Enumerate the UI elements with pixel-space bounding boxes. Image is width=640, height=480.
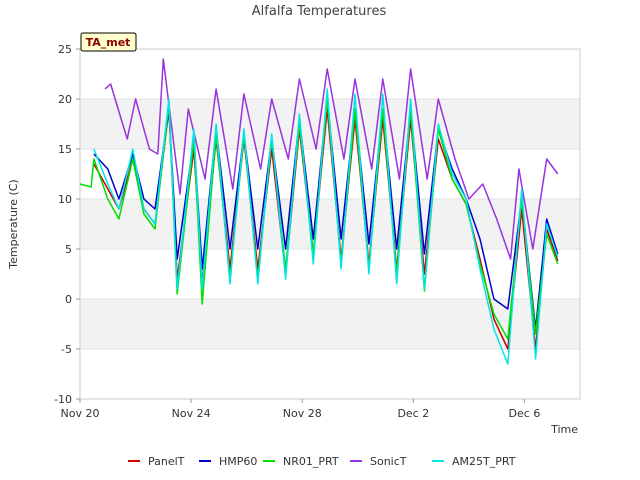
legend-label: NR01_PRT [283,455,339,468]
x-tick-label: Dec 6 [509,407,541,420]
y-tick-label: -10 [54,393,72,406]
y-tick-label: 0 [65,293,72,306]
y-tick-label: 20 [58,93,72,106]
x-axis-label: Time [550,423,578,436]
chart-title: Alfalfa Temperatures [252,4,387,19]
ta-met-badge: TA_met [80,32,137,52]
y-tick-label: 25 [58,43,72,56]
grid-band [80,199,580,249]
badge-label: TA_met [86,36,131,49]
legend-label: PanelT [148,455,185,468]
y-axis-label: Temperature (C) [7,179,20,269]
x-tick-label: Nov 24 [172,407,211,420]
x-tick-label: Dec 2 [397,407,429,420]
plot-frame [79,48,581,400]
series-line [93,88,559,365]
y-axis-ticks: -10 -5 0 5 10 15 20 25 [54,43,80,406]
grid-band [80,149,580,199]
legend-label: HMP60 [219,455,257,468]
legend: PanelT HMP60 NR01_PRT SonicT AM25T_PRT [128,455,516,468]
y-tick-label: 5 [65,243,72,256]
x-tick-label: Nov 20 [61,407,100,420]
grid-band [80,349,580,399]
series-lines [79,58,559,365]
badge-box [80,32,137,52]
y-tick-label: -5 [61,343,72,356]
legend-label: SonicT [370,455,407,468]
x-tick-label: Nov 28 [283,407,322,420]
legend-label: AM25T_PRT [452,455,516,468]
x-axis-ticks: Nov 20 Nov 24 Nov 28 Dec 2 Dec 6 [61,399,541,420]
series-line [104,58,559,260]
y-tick-label: 15 [58,143,72,156]
grid-band [80,49,580,99]
grid-band [80,249,580,299]
y-tick-label: 10 [58,193,72,206]
